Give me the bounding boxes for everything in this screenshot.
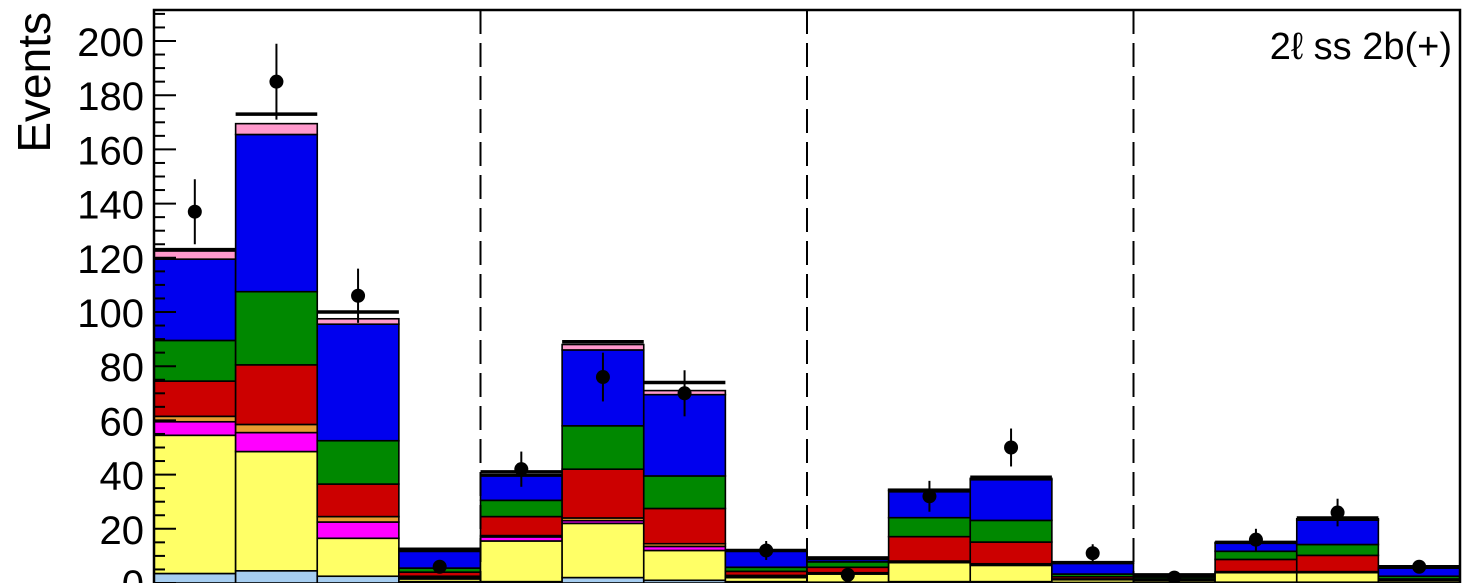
y-tick-label: 200 xyxy=(77,21,144,65)
data-point xyxy=(677,386,692,401)
region-boundaries xyxy=(479,10,1135,583)
data-point xyxy=(595,370,610,385)
bar-segment xyxy=(316,483,400,518)
y-tick-label: 140 xyxy=(77,184,144,228)
bar-segment xyxy=(234,423,319,434)
data-point xyxy=(269,74,284,89)
bar-segment xyxy=(234,431,319,453)
data-point xyxy=(1004,440,1019,455)
bar-segment xyxy=(561,576,645,583)
bar-segment xyxy=(642,475,727,510)
data-point xyxy=(187,204,202,219)
y-axis: 0 20 40 60 80 100 120 140 160 180 200 xyxy=(77,12,176,583)
data-point xyxy=(1085,546,1100,561)
y-tick-label: 100 xyxy=(77,292,144,336)
bar-segment xyxy=(234,450,319,572)
y-tick-label: 40 xyxy=(100,455,145,499)
bar-segment xyxy=(316,515,400,523)
bar-segment xyxy=(479,499,563,518)
y-tick-label: 180 xyxy=(77,75,144,119)
bar-segment xyxy=(479,540,563,583)
bar-segment xyxy=(561,425,645,470)
y-tick-label: 120 xyxy=(77,238,144,282)
bar-segment xyxy=(153,434,237,575)
bar-segment xyxy=(1295,571,1380,583)
bar-segment xyxy=(969,564,1053,583)
bar-segment xyxy=(234,122,319,136)
bar-segment xyxy=(316,439,400,485)
bar-segment xyxy=(887,516,972,538)
region-annotation: 2ℓ ss 2b(+) xyxy=(1270,26,1452,68)
data-point xyxy=(514,462,529,477)
bar-segment xyxy=(806,561,890,569)
bar-segment xyxy=(1214,550,1298,561)
data-point xyxy=(1330,505,1345,520)
bar-segment xyxy=(1214,558,1298,573)
bar-segment xyxy=(561,343,645,351)
bar-segment xyxy=(234,364,319,426)
bar-segment xyxy=(234,290,319,366)
data-point xyxy=(922,489,937,504)
bar-segment xyxy=(234,570,319,583)
bar-segment xyxy=(642,549,727,582)
y-tick-label: 20 xyxy=(100,509,145,553)
bar-segment xyxy=(887,535,972,562)
bar-segment xyxy=(1295,543,1380,557)
bar-segment xyxy=(561,468,645,519)
bar-segment xyxy=(316,537,400,578)
data-point xyxy=(351,288,366,303)
data-point xyxy=(840,567,855,582)
bar-segment xyxy=(1051,562,1135,575)
bar-segment xyxy=(153,572,237,583)
y-tick-label: 60 xyxy=(100,400,145,444)
bar-segment xyxy=(1295,554,1380,573)
data-point xyxy=(1248,532,1263,547)
y-tick-label: 0 xyxy=(122,563,144,583)
data-points-layer xyxy=(187,43,1427,583)
bar-segment xyxy=(153,420,237,437)
bar-segment xyxy=(969,478,1053,522)
y-tick-label: 160 xyxy=(77,129,144,173)
data-point xyxy=(1167,570,1182,583)
bar-segment xyxy=(1214,571,1298,583)
bar-segment xyxy=(153,339,237,382)
bar-segment xyxy=(561,522,645,579)
y-tick-label: 80 xyxy=(100,346,145,390)
bar-segment xyxy=(234,133,319,293)
bar-segment xyxy=(887,561,972,583)
bar-segment xyxy=(316,521,400,540)
y-axis-title: Events xyxy=(8,12,60,153)
bar-segment xyxy=(479,515,563,537)
bar-segment xyxy=(153,258,237,342)
data-point xyxy=(1412,559,1427,574)
bar-segment xyxy=(642,507,727,545)
bar-segment xyxy=(316,323,400,442)
bar-segment xyxy=(969,519,1053,543)
data-point xyxy=(432,559,447,574)
bar-segment xyxy=(969,541,1053,565)
bar-segment xyxy=(316,575,400,583)
data-point xyxy=(759,543,774,558)
bar-segment xyxy=(153,380,237,418)
